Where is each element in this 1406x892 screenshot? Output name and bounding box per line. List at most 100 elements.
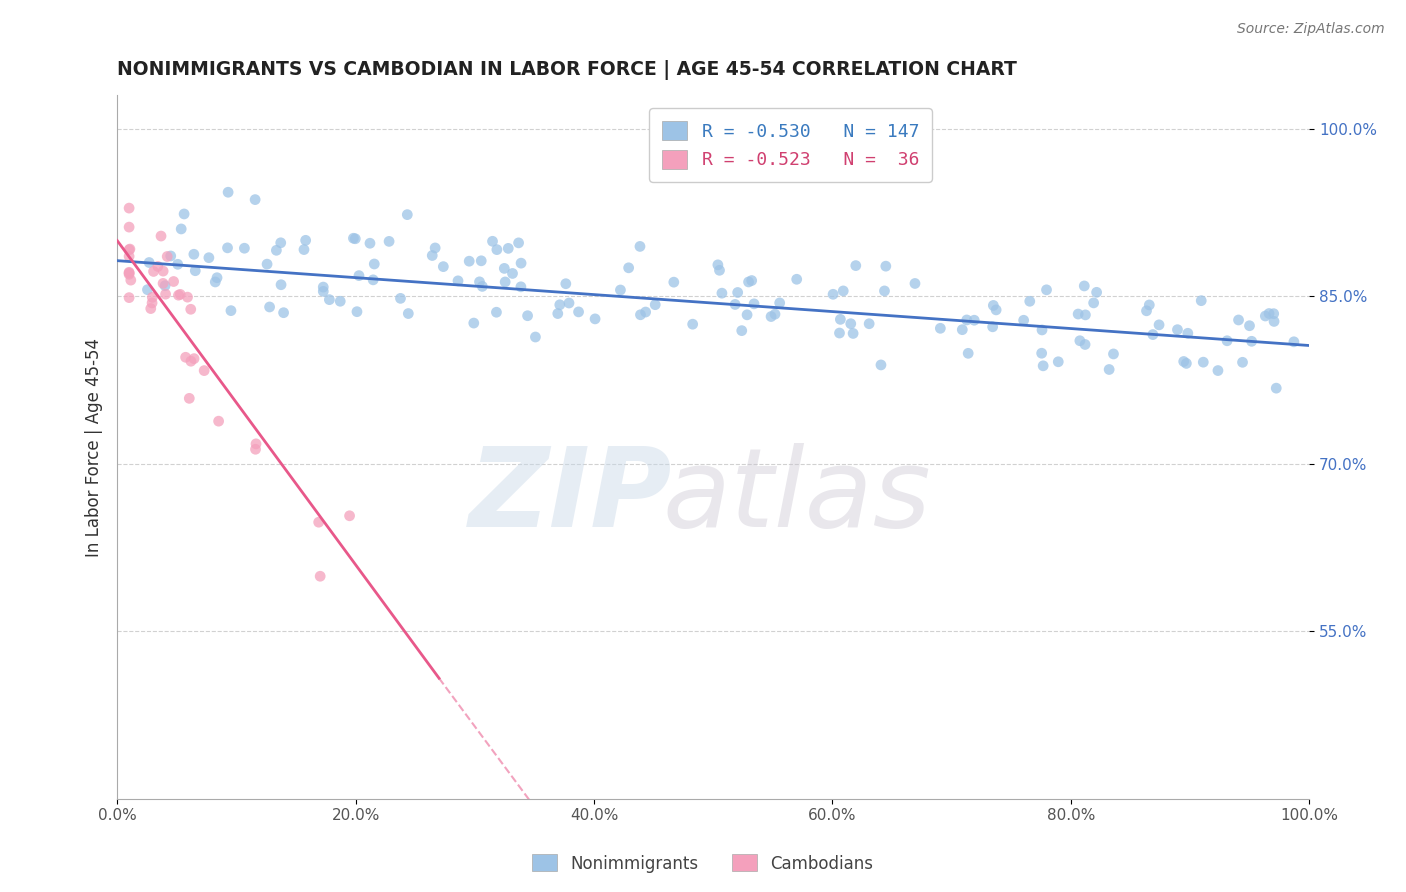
Point: [361, 273, 384, 287]
Point: [139, 301, 162, 316]
Point: [270, 235, 292, 250]
Point: [984, 302, 1007, 317]
Point: [682, 317, 704, 331]
Point: [1085, 285, 1108, 300]
Point: [266, 244, 288, 258]
Point: [1031, 346, 1053, 360]
Point: [737, 275, 759, 289]
Point: [167, 288, 190, 302]
Point: [432, 260, 454, 274]
Point: [617, 260, 640, 275]
Point: [292, 243, 315, 257]
Point: [294, 233, 316, 247]
Point: [146, 260, 169, 274]
Point: [347, 268, 370, 283]
Point: [1282, 334, 1305, 349]
Point: [832, 284, 855, 298]
Point: [118, 243, 141, 257]
Point: [118, 265, 141, 279]
Point: [396, 307, 419, 321]
Point: [425, 241, 447, 255]
Legend: R = -0.530   N = 147, R = -0.523   N =  36: R = -0.530 N = 147, R = -0.523 N = 36: [650, 108, 932, 182]
Point: [1073, 279, 1095, 293]
Point: [502, 267, 524, 281]
Point: [485, 243, 508, 257]
Point: [162, 275, 184, 289]
Point: [342, 231, 364, 245]
Point: [494, 275, 516, 289]
Point: [176, 290, 198, 304]
Point: [309, 569, 332, 583]
Point: [329, 294, 352, 309]
Point: [742, 297, 765, 311]
Point: [724, 297, 747, 311]
Point: [950, 323, 973, 337]
Point: [609, 283, 631, 297]
Point: [1018, 294, 1040, 309]
Point: [981, 319, 1004, 334]
Point: [153, 278, 176, 293]
Point: [839, 317, 862, 331]
Point: [243, 193, 266, 207]
Text: ZIP: ZIP: [468, 442, 672, 549]
Point: [447, 274, 470, 288]
Point: [828, 326, 851, 340]
Point: [259, 300, 281, 314]
Point: [233, 241, 256, 255]
Point: [963, 313, 986, 327]
Point: [842, 326, 865, 341]
Point: [548, 298, 571, 312]
Point: [1232, 355, 1254, 369]
Point: [118, 266, 141, 280]
Point: [1175, 356, 1198, 370]
Point: [1263, 307, 1285, 321]
Point: [628, 239, 651, 253]
Point: [152, 277, 174, 291]
Point: [1192, 355, 1215, 369]
Point: [420, 248, 443, 262]
Point: [150, 229, 173, 244]
Point: [138, 255, 160, 269]
Point: [1166, 323, 1188, 337]
Point: [630, 308, 652, 322]
Point: [174, 351, 197, 365]
Point: [245, 442, 267, 457]
Point: [1083, 296, 1105, 310]
Point: [735, 308, 758, 322]
Point: [558, 296, 581, 310]
Point: [270, 277, 292, 292]
Point: [312, 285, 335, 299]
Point: [1254, 309, 1277, 323]
Point: [957, 346, 980, 360]
Point: [1067, 307, 1090, 321]
Point: [516, 309, 538, 323]
Point: [763, 307, 786, 321]
Point: [1032, 359, 1054, 373]
Point: [485, 305, 508, 319]
Point: [118, 267, 141, 281]
Point: [166, 257, 188, 271]
Point: [1147, 318, 1170, 332]
Point: [463, 316, 485, 330]
Point: [1142, 327, 1164, 342]
Point: [1239, 318, 1261, 333]
Point: [727, 285, 749, 300]
Point: [845, 259, 868, 273]
Point: [184, 263, 207, 277]
Point: [378, 235, 401, 249]
Point: [870, 358, 893, 372]
Point: [118, 242, 141, 256]
Point: [183, 247, 205, 261]
Point: [1189, 293, 1212, 308]
Point: [118, 249, 141, 263]
Point: [1047, 355, 1070, 369]
Point: [1031, 323, 1053, 337]
Point: [524, 330, 547, 344]
Point: [118, 291, 141, 305]
Point: [169, 287, 191, 301]
Point: [1263, 314, 1285, 328]
Point: [875, 259, 897, 273]
Point: [481, 234, 503, 248]
Point: [769, 296, 792, 310]
Point: [141, 290, 163, 304]
